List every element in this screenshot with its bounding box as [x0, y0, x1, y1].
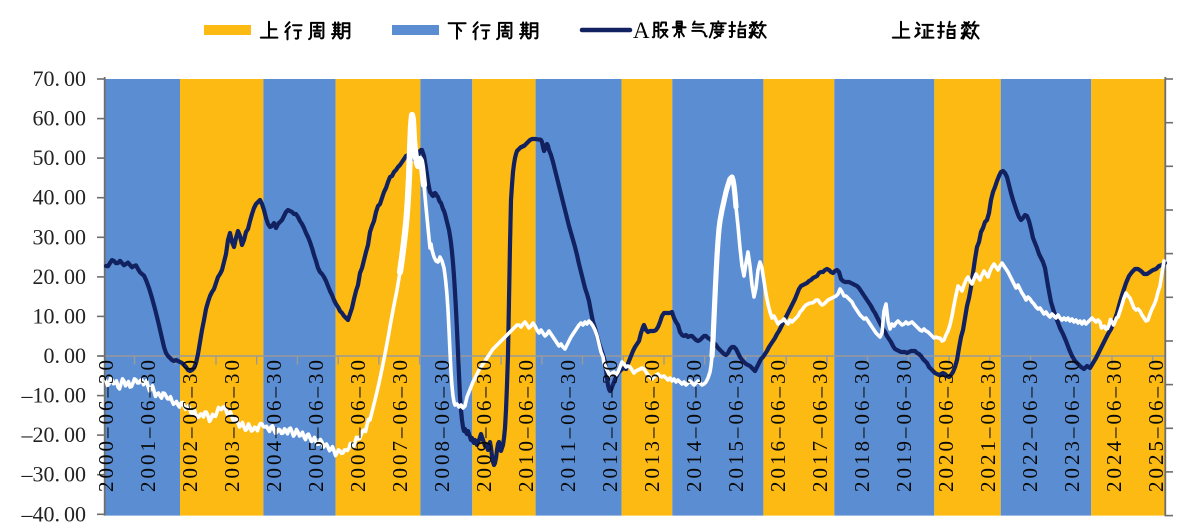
svg-text:–10.00: –10. 00 [21, 383, 87, 408]
svg-text:A: A [633, 18, 650, 43]
svg-text:–40.00: –40. 00 [21, 501, 87, 525]
svg-text:30.00: 30. 00 [33, 224, 87, 249]
svg-text:70.00: 70. 00 [33, 66, 87, 91]
svg-text:–20.00: –20. 00 [21, 422, 87, 447]
svg-text:40.00: 40. 00 [33, 185, 87, 210]
svg-text:50.00: 50. 00 [33, 145, 87, 170]
svg-text:20.00: 20. 00 [33, 264, 87, 289]
svg-text:0.00: 0. 00 [44, 343, 87, 368]
svg-text:–30.00: –30. 00 [21, 462, 87, 487]
svg-text:10.00: 10. 00 [33, 303, 87, 328]
svg-text:60.00: 60. 00 [33, 106, 87, 131]
